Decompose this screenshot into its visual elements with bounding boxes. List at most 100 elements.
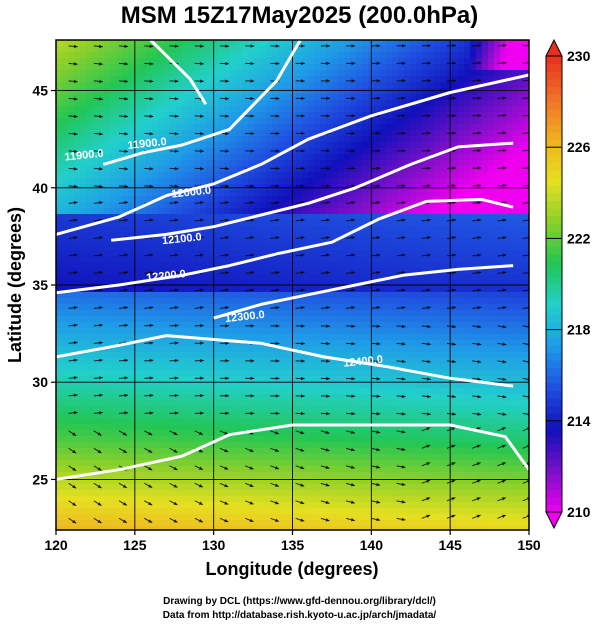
- y-tick-label: 25: [32, 471, 48, 487]
- height-contours: 11900.0 11900.0 12000.0 12100.0 12200.0 12300…: [56, 40, 529, 481]
- colorbar-segment: [546, 299, 562, 308]
- contour-line: [56, 334, 514, 388]
- colorbar-segment: [546, 481, 562, 490]
- colorbar-tick-label: 218: [567, 322, 591, 338]
- y-tick-label: 35: [32, 277, 48, 293]
- colorbar-tick-label: 210: [567, 504, 591, 520]
- colorbar-segment: [546, 162, 562, 171]
- colorbar-tick-label: 226: [567, 139, 591, 155]
- y-tick-label: 30: [32, 374, 48, 390]
- colorbar-segment: [546, 154, 562, 163]
- colorbar-segment: [546, 200, 562, 209]
- colorbar-segment: [546, 496, 562, 505]
- contour-line: [56, 73, 529, 236]
- colorbar-segment: [546, 71, 562, 80]
- colorbar-segment: [546, 352, 562, 361]
- colorbar-segment: [546, 306, 562, 315]
- contour-line: [102, 40, 302, 166]
- colorbar-segment: [546, 474, 562, 483]
- colorbar-segment: [546, 398, 562, 407]
- contour-line: [149, 40, 208, 105]
- contour-label: 11900.0: [64, 148, 104, 164]
- colorbar-segment: [546, 420, 562, 429]
- colorbar-segment: [546, 451, 562, 460]
- y-axis: 25 30 35 40 45: [32, 83, 56, 487]
- colorbar-segment: [546, 360, 562, 369]
- colorbar-segment: [546, 428, 562, 437]
- colorbar-segment: [546, 375, 562, 384]
- colorbar-segment: [546, 268, 562, 277]
- colorbar-segment: [546, 230, 562, 239]
- colorbar-segment: [546, 185, 562, 194]
- contour-label: 12000.0: [171, 185, 212, 201]
- gridlines: [56, 40, 529, 530]
- contour-line: [111, 141, 514, 242]
- colorbar-segment: [546, 413, 562, 422]
- colorbar-segment: [546, 322, 562, 331]
- colorbar-min-arrow: [545, 511, 563, 530]
- contour-line: [56, 423, 529, 481]
- x-tick-label: 140: [360, 537, 384, 553]
- colorbar-tick-label: 222: [567, 230, 591, 246]
- y-axis-title: Latitude (degrees): [5, 207, 25, 363]
- colorbar-segment: [546, 466, 562, 475]
- x-tick-label: 125: [123, 537, 147, 553]
- colorbar-segment: [546, 382, 562, 391]
- colorbar-segment: [546, 337, 562, 346]
- contour-label: 11900.0: [127, 136, 167, 152]
- colorbar-segment: [546, 101, 562, 110]
- colorbar-segment: [546, 78, 562, 87]
- colorbar-segment: [546, 139, 562, 148]
- colorbar-segment: [546, 253, 562, 262]
- colorbar-segment: [546, 215, 562, 224]
- colorbar-segment: [546, 436, 562, 445]
- colorbar-tick-label: 214: [567, 413, 591, 429]
- colorbar-segment: [546, 276, 562, 285]
- contour-line: [213, 264, 514, 320]
- colorbar-segment: [546, 208, 562, 217]
- colorbar-tick-label: 230: [567, 48, 591, 64]
- colorbar-segment: [546, 86, 562, 95]
- x-axis: 120 125 130 135 140 145 150: [44, 530, 541, 553]
- x-tick-label: 120: [44, 537, 68, 553]
- contour-label: 12200.0: [146, 268, 187, 284]
- colorbar-segment: [546, 390, 562, 399]
- y-tick-label: 45: [32, 83, 48, 99]
- y-tick-label: 40: [32, 180, 48, 196]
- colorbar-segment: [546, 147, 562, 156]
- chart-title: MSM 15Z17May2025 (200.0hPa): [120, 2, 479, 29]
- colorbar-segment: [546, 246, 562, 255]
- colorbar-segment: [546, 443, 562, 452]
- colorbar-segment: [546, 94, 562, 103]
- contour-line: [56, 197, 514, 295]
- colorbar-max-arrow: [545, 38, 563, 57]
- colorbar-segment: [546, 504, 562, 513]
- x-tick-label: 130: [202, 537, 226, 553]
- contour-label: 12100.0: [161, 231, 202, 247]
- colorbar-segment: [546, 489, 562, 498]
- colorbar-segment: [546, 109, 562, 118]
- colorbar-segment: [546, 344, 562, 353]
- x-tick-label: 150: [517, 537, 541, 553]
- colorbar-segment: [546, 329, 562, 338]
- colorbar-segment: [546, 261, 562, 270]
- colorbar-segment: [546, 192, 562, 201]
- contour-label: 12300.0: [224, 309, 265, 325]
- wind-streamlines: [68, 43, 529, 524]
- colorbar-segment: [546, 284, 562, 293]
- colorbar-segment: [546, 223, 562, 232]
- colorbar-segment: [546, 56, 562, 65]
- colorbar-segment: [546, 405, 562, 414]
- colorbar-segment: [546, 132, 562, 141]
- colorbar-segment: [546, 238, 562, 247]
- colorbar-segment: [546, 367, 562, 376]
- contour-label: 12400.0: [343, 354, 384, 370]
- colorbar-segment: [546, 124, 562, 133]
- colorbar-segment: [546, 458, 562, 467]
- colorbar-segment: [546, 170, 562, 179]
- colorbar-segment: [546, 63, 562, 72]
- colorbar-segment: [546, 314, 562, 323]
- colorbar-segment: [546, 177, 562, 186]
- x-tick-label: 135: [281, 537, 305, 553]
